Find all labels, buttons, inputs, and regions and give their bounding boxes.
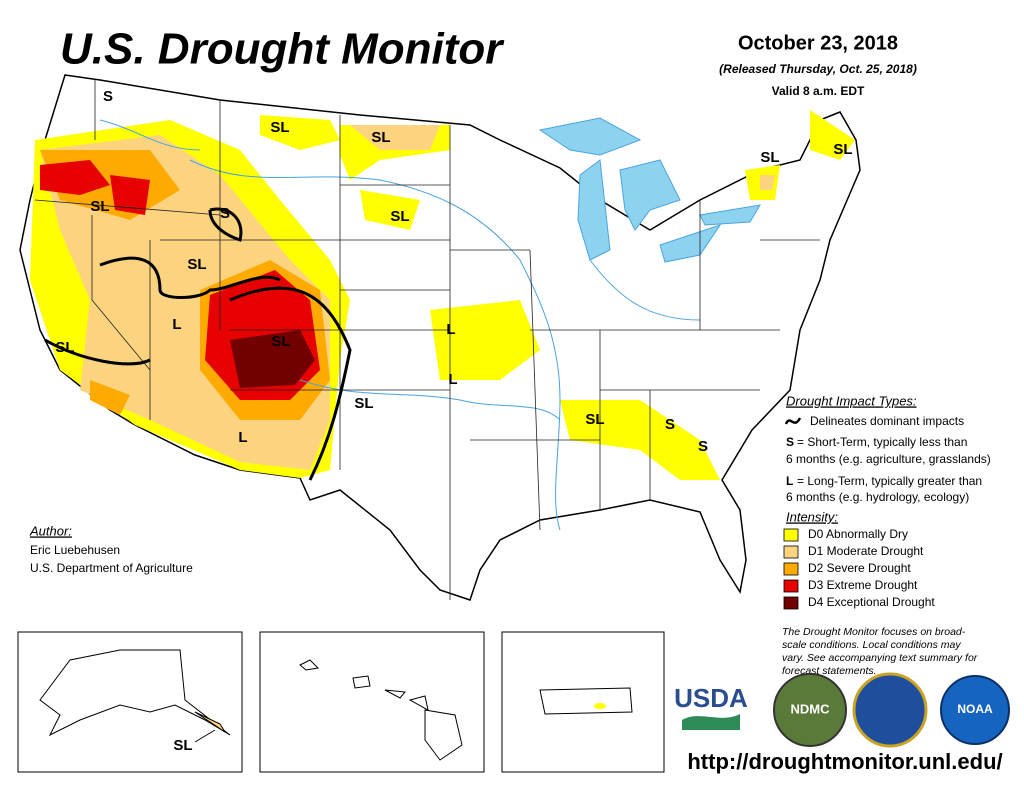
impact-label: SL xyxy=(187,256,206,273)
puerto-rico-inset xyxy=(501,631,665,773)
released: (Released Thursday, Oct. 25, 2018) xyxy=(719,62,917,76)
impact-label: SL xyxy=(390,208,409,225)
intensity-label: D2 Severe Drought xyxy=(808,561,911,575)
valid: Valid 8 a.m. EDT xyxy=(772,84,865,98)
intensity-legend: D0 Abnormally Dry D1 Moderate Drought D2 S… xyxy=(783,527,935,610)
drought-areas xyxy=(30,110,855,480)
intensity-label: D1 Moderate Drought xyxy=(808,544,924,558)
url[interactable]: http://droughtmonitor.unl.edu/ xyxy=(687,749,1002,774)
impact-label: S xyxy=(665,416,675,433)
impact-label: SL xyxy=(173,737,192,754)
d0-area xyxy=(260,110,855,480)
note: vary. See accompanying text summary for xyxy=(782,652,978,664)
alaska-inset xyxy=(17,631,243,773)
author-org: U.S. Department of Agriculture xyxy=(30,561,193,575)
intensity-swatch xyxy=(783,528,799,542)
author-heading: Author: xyxy=(29,523,72,538)
impact-label: SL xyxy=(90,198,109,215)
impact-label: L xyxy=(172,316,181,333)
note: forecast statements. xyxy=(782,665,877,677)
impact-label: SL xyxy=(55,339,74,356)
impact-label: SL xyxy=(585,411,604,428)
intensity-swatch xyxy=(783,579,799,593)
impact-desc: Delineates dominant impacts xyxy=(810,414,964,428)
impact-key: S xyxy=(786,435,794,449)
note: scale conditions. Local conditions may xyxy=(782,639,961,651)
title: U.S. Drought Monitor xyxy=(60,25,505,74)
intensity-title: Intensity: xyxy=(786,509,838,524)
impact-label: S xyxy=(698,438,708,455)
alaska xyxy=(39,649,231,737)
puerto-rico xyxy=(539,687,633,715)
pointer xyxy=(194,729,216,743)
usda-logo: USDA xyxy=(674,683,748,713)
d4-area xyxy=(230,330,315,388)
impact-label: SL xyxy=(271,333,290,350)
impact-desc: 6 months (e.g. agriculture, grasslands) xyxy=(786,452,991,466)
alaska-drought xyxy=(194,711,226,733)
impact-desc: = Long-Term, typically greater than xyxy=(797,474,982,488)
intensity-label: D0 Abnormally Dry xyxy=(808,527,908,541)
rivers xyxy=(99,119,701,531)
intensity-label: D4 Exceptional Drought xyxy=(808,595,935,609)
pr-drought xyxy=(594,703,606,709)
impact-label: SL xyxy=(833,141,852,158)
noaa-logo: NOAA xyxy=(957,702,993,716)
noaa-badge xyxy=(940,675,1010,745)
impact-label: SL xyxy=(371,129,390,146)
ndmc-badge xyxy=(773,673,847,747)
great-lakes xyxy=(538,117,761,263)
date: October 23, 2018 xyxy=(738,32,898,54)
impact-lines xyxy=(44,207,352,481)
intensity-swatch xyxy=(783,596,799,610)
author-name: Eric Luebehusen xyxy=(30,543,120,557)
ndmc-logo: NDMC xyxy=(791,701,831,716)
impact-label: SL xyxy=(760,149,779,166)
hawaii-inset xyxy=(259,631,485,773)
map-labels: S SL SL SL S SL SL L SL SL L L SL SL S S… xyxy=(55,88,852,754)
intensity-label: D3 Extreme Drought xyxy=(808,578,918,592)
impact-key: L xyxy=(786,474,793,488)
impact-label: SL xyxy=(354,395,373,412)
d1-area xyxy=(350,125,775,190)
impact-label: L xyxy=(238,429,247,446)
usda-mark xyxy=(682,714,740,730)
impact-line-sample xyxy=(784,417,802,425)
note: The Drought Monitor focuses on broad- xyxy=(782,626,966,638)
impact-desc: 6 months (e.g. hydrology, ecology) xyxy=(786,490,969,504)
intensity-swatch xyxy=(783,545,799,559)
impact-title: Drought Impact Types: xyxy=(786,393,917,408)
hawaii xyxy=(299,659,463,761)
impact-label: S xyxy=(220,205,230,222)
doc-seal xyxy=(852,672,928,748)
impact-label: L xyxy=(448,371,457,388)
impact-desc: = Short-Term, typically less than xyxy=(797,435,967,449)
impact-label: S xyxy=(103,88,113,105)
impact-label: SL xyxy=(270,119,289,136)
intensity-swatch xyxy=(783,562,799,576)
impact-label: L xyxy=(446,321,455,338)
